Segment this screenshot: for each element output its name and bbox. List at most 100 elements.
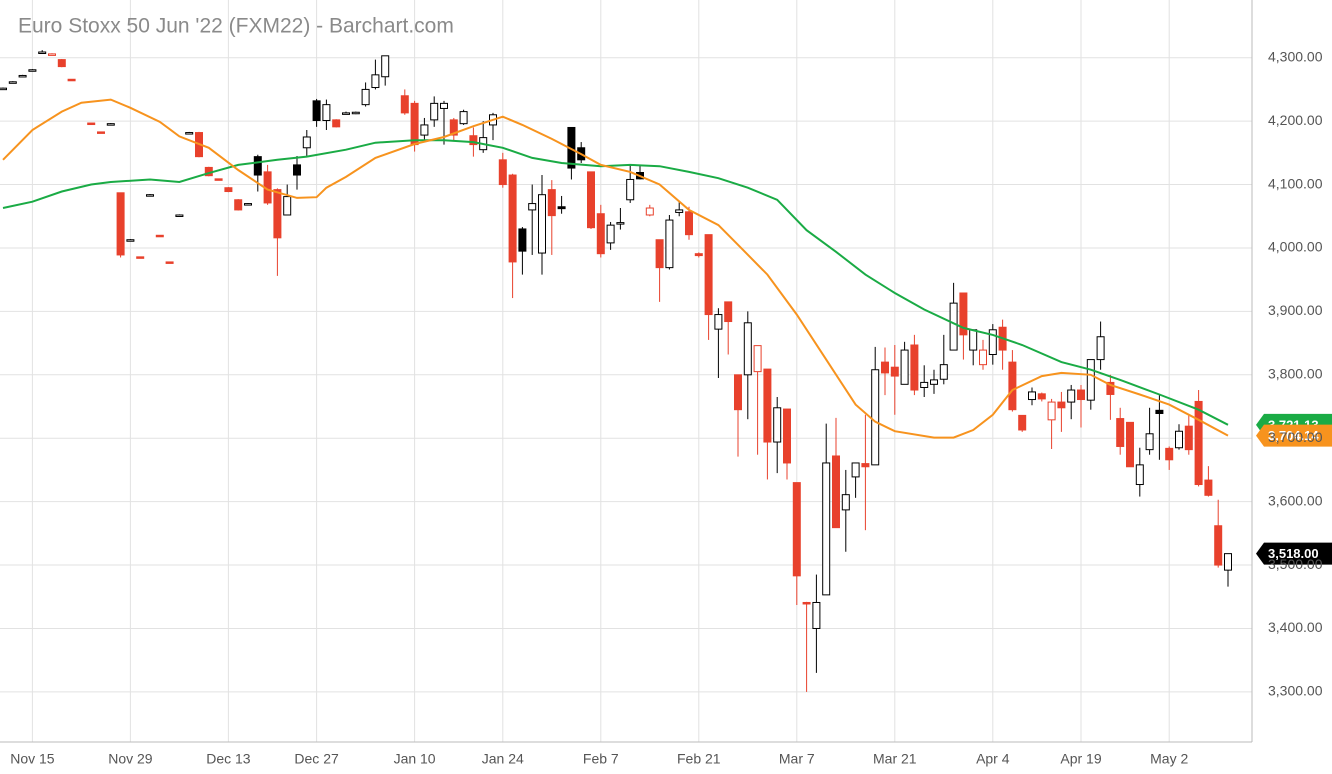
candle-body [244, 203, 252, 206]
candle-body [1204, 479, 1213, 496]
candle-body [1096, 336, 1105, 361]
candle-body [57, 59, 66, 68]
candle-body [773, 407, 782, 443]
candle-body [146, 194, 154, 197]
price-badge [1256, 542, 1332, 565]
candle-body [812, 601, 821, 629]
candle-body [675, 209, 684, 213]
candle-body [253, 156, 262, 176]
y-tick-label: 3,800.00 [1268, 366, 1323, 382]
candle-body [214, 178, 223, 181]
candle-body [547, 189, 556, 217]
candle-body [283, 196, 292, 216]
candle-body [273, 189, 282, 239]
candle-body [400, 95, 409, 114]
candle-body [410, 102, 419, 146]
y-tick-label: 3,700.00 [1268, 429, 1323, 445]
candle-body [440, 102, 448, 109]
y-tick-label: 4,200.00 [1268, 112, 1323, 128]
candle-body [665, 219, 674, 269]
candle-body [155, 234, 164, 238]
candle-body [704, 234, 713, 316]
candle-body [949, 302, 958, 351]
candle-body [606, 224, 615, 244]
candle-body [1047, 401, 1056, 421]
candle-body [136, 256, 145, 259]
candle-body [1037, 393, 1046, 400]
candle-body [1214, 525, 1223, 566]
candle-body [920, 381, 929, 388]
candle-body [371, 74, 380, 89]
y-tick-label: 3,600.00 [1268, 492, 1323, 508]
candle-body [587, 171, 595, 229]
candle-body [165, 261, 174, 264]
candle-body [822, 462, 831, 596]
candle-body [430, 102, 439, 121]
candle-body [538, 194, 546, 254]
candle-body [469, 135, 478, 146]
candle-body [1194, 400, 1203, 486]
candle-body [792, 482, 801, 577]
candle-body [1155, 409, 1164, 414]
candle-body [753, 345, 762, 373]
y-tick-label: 3,900.00 [1268, 302, 1323, 318]
candle-body [763, 368, 772, 443]
x-tick-label: Feb 21 [677, 751, 721, 767]
candle-body [596, 213, 605, 255]
y-tick-label: 4,300.00 [1268, 48, 1323, 64]
x-tick-label: Apr 19 [1060, 751, 1101, 767]
candle-body [449, 119, 458, 136]
plot [0, 50, 1232, 692]
candle-body [969, 329, 978, 351]
candle-body [841, 494, 850, 511]
candle-body [116, 192, 125, 256]
candle-body [224, 187, 233, 193]
x-tick-label: Jan 24 [482, 751, 524, 767]
candle-body [1116, 418, 1125, 447]
candle-body [890, 366, 899, 377]
candle-body [498, 159, 507, 186]
y-tick-label: 4,100.00 [1268, 175, 1323, 191]
candle-body [734, 374, 742, 411]
candle-body [1086, 359, 1095, 401]
candle-body [802, 601, 811, 605]
candle-body [783, 408, 791, 464]
candle-body [655, 239, 664, 269]
candle-body [645, 207, 654, 216]
x-tick-label: Dec 13 [206, 751, 251, 767]
candle-body [1135, 464, 1144, 486]
candle-body [1077, 389, 1085, 401]
candle-body [626, 178, 635, 201]
candle-body [861, 463, 870, 468]
price-badge-label: 3,704.14 [1268, 428, 1319, 443]
candle-body [1008, 361, 1017, 411]
candle-body [1018, 414, 1027, 431]
candle-body [694, 253, 703, 257]
candle-body [557, 206, 566, 210]
candle-body [979, 349, 987, 366]
candle-body [871, 369, 880, 466]
candle-body [1184, 425, 1193, 451]
candle-body [616, 222, 625, 225]
candle-body [322, 104, 331, 121]
candle-body [743, 322, 752, 376]
candle-body [38, 51, 47, 55]
candle-body [881, 361, 889, 374]
candle-body [342, 112, 350, 115]
candle-body [910, 344, 919, 391]
candle-body [302, 136, 311, 149]
candle-body [1067, 389, 1076, 403]
candle-body [714, 314, 723, 330]
candle-body [332, 119, 341, 128]
candle-body [1106, 381, 1115, 395]
candle-body [175, 214, 184, 217]
x-tick-label: Jan 10 [394, 751, 436, 767]
candle-body [685, 211, 693, 236]
candle-body [420, 124, 429, 136]
candle-body [1165, 447, 1174, 461]
candle-body [1175, 430, 1183, 449]
candle-body [1028, 391, 1036, 401]
candle-body [1145, 433, 1154, 451]
candle-body [126, 239, 135, 242]
